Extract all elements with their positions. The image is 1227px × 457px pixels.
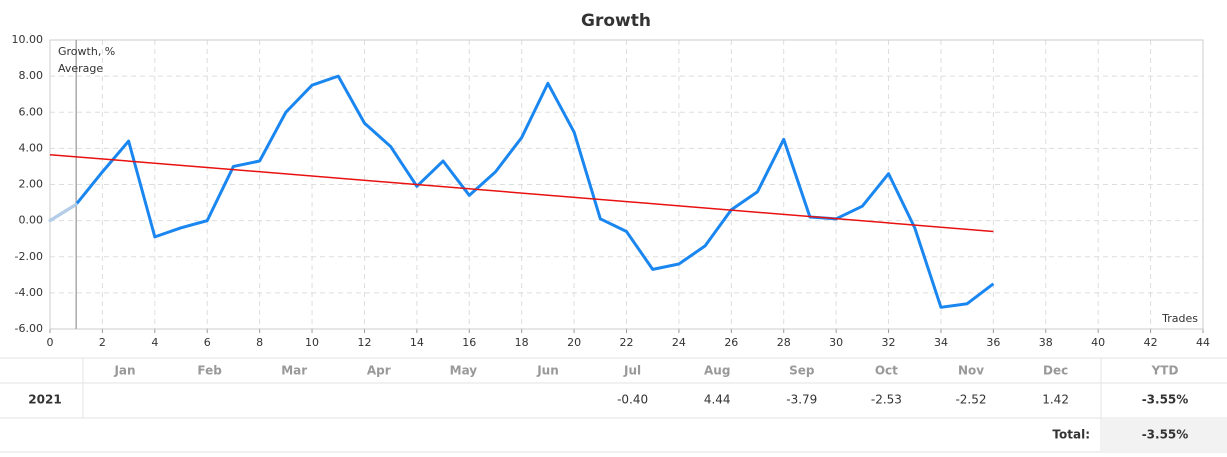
- table-header: May: [450, 364, 478, 378]
- x-tick-label: 34: [934, 336, 948, 349]
- table-header: Dec: [1043, 364, 1068, 378]
- x-tick-label: 32: [882, 336, 896, 349]
- x-tick-label: 22: [620, 336, 634, 349]
- month-value: -3.79: [786, 393, 817, 407]
- x-tick-label: 8: [256, 336, 263, 349]
- y-tick-label: 10.00: [12, 33, 44, 46]
- x-tick-label: 42: [1144, 336, 1158, 349]
- table-header: Jun: [536, 364, 559, 378]
- x-tick-label: 40: [1091, 336, 1105, 349]
- x-tick-label: 12: [357, 336, 371, 349]
- table-header: Apr: [367, 364, 391, 378]
- total-label: Total:: [1052, 428, 1090, 442]
- table-header: Mar: [281, 364, 307, 378]
- table-header: YTD: [1151, 364, 1179, 378]
- legend-entry: Average: [58, 62, 103, 75]
- x-tick-label: 36: [986, 336, 1000, 349]
- table-header: Jan: [113, 364, 135, 378]
- y-tick-label: 0.00: [19, 214, 44, 227]
- growth-start-segment: [48, 202, 78, 223]
- x-tick-label: 30: [829, 336, 843, 349]
- y-tick-label: 2.00: [19, 178, 44, 191]
- x-tick-label: 38: [1039, 336, 1053, 349]
- month-value: -2.52: [955, 393, 986, 407]
- month-value: 1.42: [1042, 393, 1069, 407]
- table-header: Sep: [789, 364, 815, 378]
- total-value: -3.55%: [1142, 428, 1189, 442]
- x-tick-label: 2: [99, 336, 106, 349]
- legend-entry: Growth, %: [58, 45, 115, 58]
- plot-frame: [49, 39, 1204, 330]
- y-tick-label: -4.00: [15, 286, 43, 299]
- x-tick-label: 0: [47, 336, 54, 349]
- y-tick-label: -2.00: [15, 250, 43, 263]
- x-tick-label: 20: [567, 336, 581, 349]
- x-tick-label: 18: [515, 336, 529, 349]
- table-header: Nov: [958, 364, 984, 378]
- y-tick-label: 6.00: [19, 105, 44, 118]
- table-header: Aug: [704, 364, 730, 378]
- month-value: 4.44: [704, 393, 731, 407]
- chart-title: Growth: [581, 11, 651, 31]
- x-tick-label: 44: [1196, 336, 1210, 349]
- x-tick-label: 24: [672, 336, 686, 349]
- row-year: 2021: [28, 393, 61, 407]
- average-line: [49, 153, 994, 233]
- growth-line: [49, 74, 995, 309]
- month-value: -2.53: [871, 393, 902, 407]
- total-cell: [1101, 419, 1227, 452]
- y-tick-label: -6.00: [15, 322, 43, 335]
- x-axis-label: Trades: [1161, 312, 1198, 325]
- table-header: Oct: [875, 364, 898, 378]
- x-tick-label: 10: [305, 336, 319, 349]
- x-tick-label: 26: [724, 336, 738, 349]
- x-tick-label: 4: [151, 336, 158, 349]
- y-tick-label: 4.00: [19, 141, 44, 154]
- x-tick-label: 16: [462, 336, 476, 349]
- x-tick-label: 6: [204, 336, 211, 349]
- table-header: Jul: [623, 364, 641, 378]
- y-tick-label: 8.00: [19, 69, 44, 82]
- table-header: Feb: [197, 364, 222, 378]
- x-tick-label: 28: [777, 336, 791, 349]
- x-tick-label: 14: [410, 336, 424, 349]
- ytd-value: -3.55%: [1142, 393, 1189, 407]
- month-value: -0.40: [617, 393, 648, 407]
